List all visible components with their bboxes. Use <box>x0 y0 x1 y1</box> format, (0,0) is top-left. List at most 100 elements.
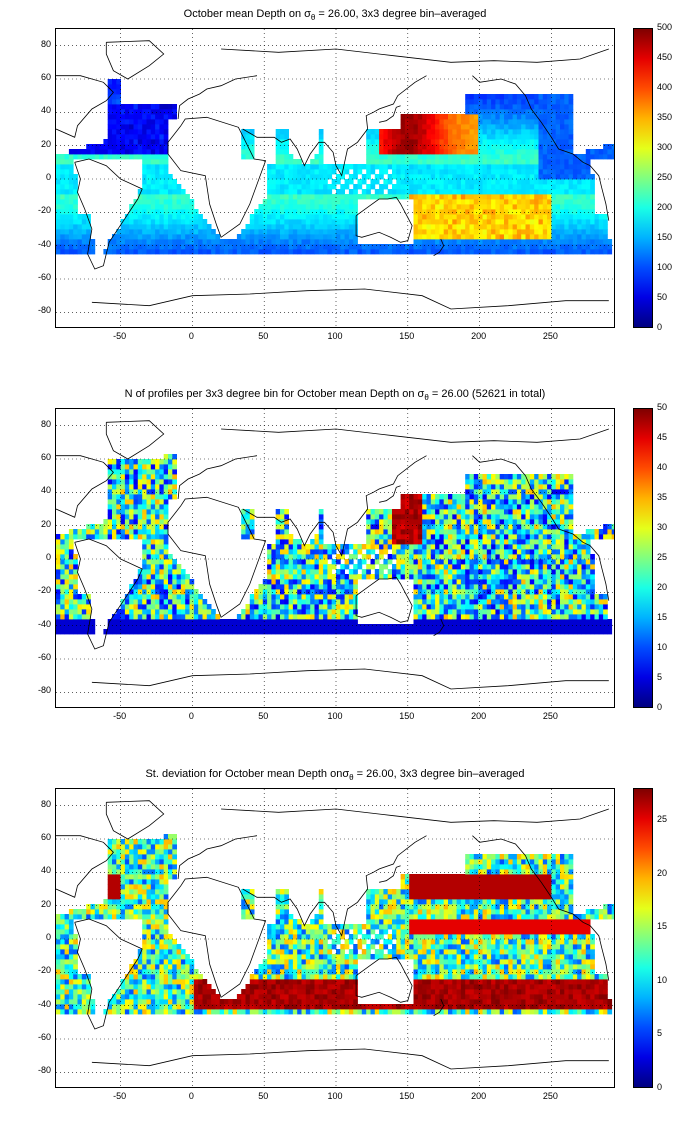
grid-cell <box>551 169 557 175</box>
grid-cell <box>422 159 427 165</box>
grid-cell <box>521 104 526 110</box>
grid-cell <box>495 199 501 205</box>
grid-cell <box>146 569 152 575</box>
grid-cell <box>478 489 483 495</box>
grid-cell <box>547 249 552 255</box>
grid-cell <box>456 549 462 555</box>
grid-cell <box>581 154 587 160</box>
grid-cell <box>469 139 475 145</box>
grid-cell <box>90 524 96 530</box>
grid-cell <box>168 199 173 205</box>
grid-cell <box>68 204 74 210</box>
grid-cell <box>258 609 264 615</box>
grid-cell <box>318 544 324 550</box>
grid-cell <box>340 239 345 245</box>
grid-cell <box>168 624 173 630</box>
grid-cell <box>534 484 539 490</box>
grid-cell <box>310 174 315 180</box>
grid-cell <box>305 574 311 580</box>
grid-cell <box>413 619 419 625</box>
grid-cell <box>159 164 165 170</box>
grid-cell <box>271 239 277 245</box>
grid-cell <box>168 214 173 220</box>
grid-cell <box>495 129 501 135</box>
grid-cell <box>150 619 156 625</box>
grid-cell <box>430 229 436 235</box>
grid-cell <box>521 494 526 500</box>
grid-cell <box>124 149 130 155</box>
grid-cell <box>564 114 569 120</box>
grid-cell <box>198 229 203 235</box>
grid-cell <box>301 244 307 250</box>
grid-cell <box>301 164 307 170</box>
grid-cell <box>228 629 233 635</box>
grid-cell <box>516 209 522 215</box>
grid-cell <box>495 569 501 575</box>
grid-cell <box>348 559 354 565</box>
grid-cell <box>452 184 457 190</box>
grid-cell <box>486 244 492 250</box>
grid-cell <box>568 204 574 210</box>
grid-cell <box>232 239 238 245</box>
grid-cell <box>542 494 548 500</box>
grid-cell <box>404 124 410 130</box>
coastline <box>472 75 610 221</box>
grid-cell <box>249 604 255 610</box>
grid-cell <box>590 239 595 245</box>
grid-cell <box>305 624 311 630</box>
grid-cell <box>280 579 285 585</box>
grid-cell <box>439 614 445 620</box>
grid-cell <box>409 509 414 515</box>
grid-cell <box>86 249 91 255</box>
grid-cell <box>383 159 389 165</box>
grid-cell <box>392 194 397 200</box>
grid-cell <box>150 599 156 605</box>
grid-cell <box>331 249 337 255</box>
grid-cell <box>538 479 544 485</box>
grid-cell <box>267 554 272 560</box>
grid-cell <box>482 494 488 500</box>
grid-cell <box>142 594 147 600</box>
grid-cell <box>305 599 311 605</box>
grid-cell <box>525 139 531 145</box>
grid-cell <box>512 214 518 220</box>
grid-cell <box>81 614 87 620</box>
grid-cell <box>163 249 169 255</box>
grid-cell <box>529 604 535 610</box>
grid-cell <box>155 499 160 505</box>
grid-cell <box>585 229 591 235</box>
grid-cell <box>327 584 333 590</box>
grid-cell <box>452 609 457 615</box>
grid-cell <box>150 604 156 610</box>
grid-cell <box>456 589 462 595</box>
grid-cell <box>120 494 126 500</box>
grid-cell <box>77 594 83 600</box>
grid-cell <box>512 114 518 120</box>
grid-cell <box>439 214 445 220</box>
grid-cell <box>495 629 501 635</box>
grid-cell <box>172 629 177 635</box>
grid-cell <box>310 234 315 240</box>
grid-cell <box>159 629 165 635</box>
grid-cell <box>560 124 565 130</box>
grid-cell <box>366 129 371 135</box>
grid-cell <box>469 569 475 575</box>
grid-cell <box>516 614 522 620</box>
grid-cell <box>379 149 384 155</box>
grid-cell <box>116 474 121 480</box>
grid-cell <box>137 534 143 540</box>
grid-cell <box>159 169 165 175</box>
grid-cell <box>482 94 488 100</box>
grid-cell <box>129 464 134 470</box>
grid-cell <box>551 94 557 100</box>
grid-cell <box>512 164 518 170</box>
grid-cell <box>249 524 255 530</box>
grid-cell <box>495 509 501 515</box>
grid-cell <box>331 619 337 625</box>
grid-cell <box>469 609 475 615</box>
grid-cell <box>206 609 212 615</box>
grid-cell <box>499 534 505 540</box>
grid-cell <box>495 499 501 505</box>
grid-cell <box>482 154 488 160</box>
grid-cell <box>439 609 445 615</box>
